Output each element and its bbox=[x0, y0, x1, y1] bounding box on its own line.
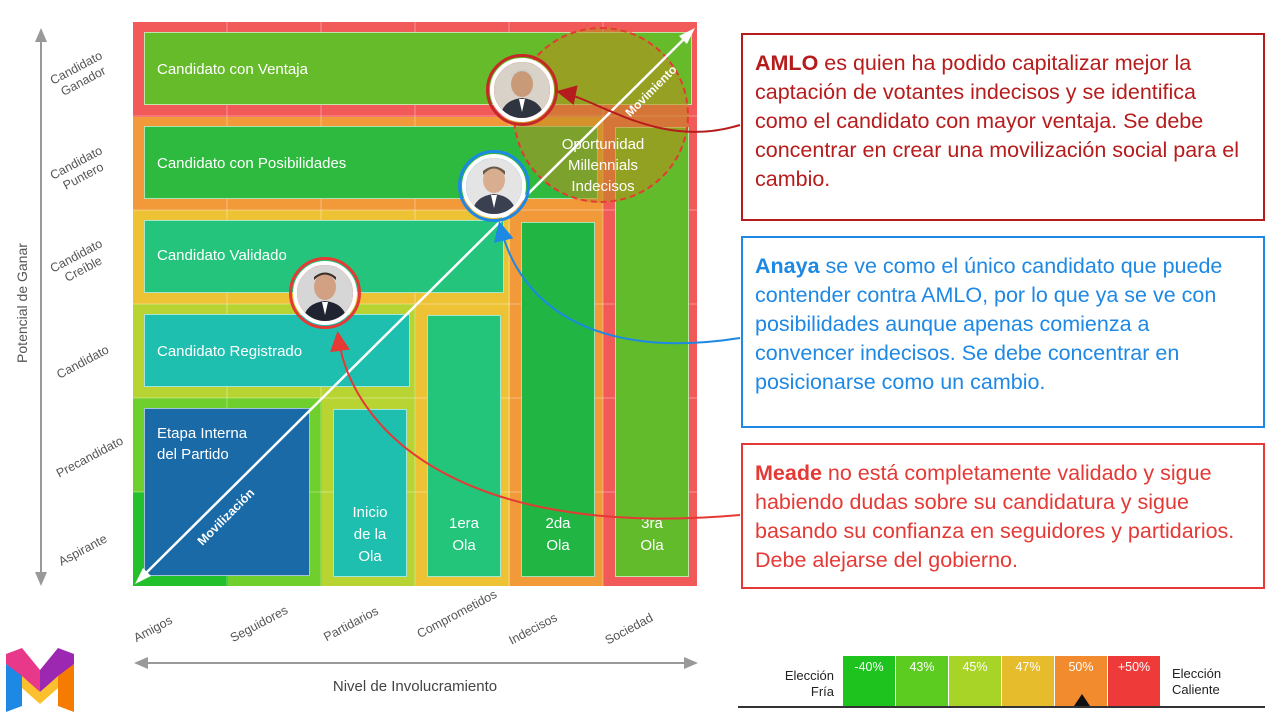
callout-meade: Meade no está completamente validado y s… bbox=[741, 443, 1265, 589]
x-axis-line bbox=[145, 662, 685, 664]
stage-interna-text: Etapa Interna bbox=[157, 425, 248, 442]
callout-amlo-name: AMLO bbox=[755, 51, 819, 75]
y-axis-arrow-up bbox=[35, 28, 47, 42]
x-axis-arrow-right bbox=[684, 657, 698, 669]
anaya-ring bbox=[458, 150, 530, 222]
x-axis-title: Nivel de Involucramiento bbox=[332, 678, 498, 695]
wave-inicio-label: Inicio de la Ola bbox=[334, 502, 406, 568]
wave-2da-label: 2da Ola bbox=[522, 513, 594, 557]
callout-anaya: Anaya se ve como el único candidato que … bbox=[741, 236, 1265, 428]
brand-logo bbox=[6, 648, 74, 712]
anaya-connector bbox=[493, 221, 741, 345]
callout-amlo: AMLO es quien ha podido capitalizar mejo… bbox=[741, 33, 1265, 221]
wave-1era-label: 1era Ola bbox=[428, 513, 500, 557]
opportunity-text: Millennials bbox=[567, 157, 639, 174]
wave-3ra: 3ra Ola bbox=[615, 127, 689, 577]
wave-text: de la bbox=[353, 526, 387, 543]
wave-text: Ola bbox=[546, 537, 570, 554]
wave-text: 2da bbox=[545, 515, 571, 532]
legend-left-label: Elección Fría bbox=[766, 668, 834, 700]
callout-anaya-name: Anaya bbox=[755, 254, 820, 278]
legend-text: Elección bbox=[1172, 666, 1222, 681]
legend-right-label: Elección Caliente bbox=[1172, 666, 1252, 698]
wave-text: 1era bbox=[448, 515, 480, 532]
legend-cell-4: 47% bbox=[1002, 656, 1054, 706]
opportunity-text: Indecisos bbox=[571, 178, 635, 195]
y-axis-line bbox=[40, 40, 42, 580]
legend-text: Caliente bbox=[1172, 682, 1220, 697]
legend-baseline bbox=[738, 706, 1265, 708]
legend-cell-6: +50% bbox=[1108, 656, 1160, 706]
legend-text: Elección bbox=[784, 668, 834, 683]
callout-meade-text: no está completamente validado y sigue h… bbox=[755, 461, 1235, 572]
legend-marker bbox=[1074, 694, 1090, 706]
wave-text: Inicio bbox=[352, 504, 388, 521]
legend-cell-5: 50% bbox=[1055, 656, 1107, 706]
meade-connector bbox=[330, 331, 741, 520]
stage-interna-text: del Partido bbox=[157, 446, 229, 463]
legend-cell-1: -40% bbox=[843, 656, 895, 706]
wave-text: Ola bbox=[452, 537, 476, 554]
stage-validado-label: Candidato Validado bbox=[157, 247, 287, 264]
legend-cell-3: 45% bbox=[949, 656, 1001, 706]
x-axis-arrow-left bbox=[134, 657, 148, 669]
legend-text: Fría bbox=[810, 684, 834, 699]
wave-text: Ola bbox=[640, 537, 664, 554]
wave-inicio: Inicio de la Ola bbox=[333, 409, 407, 577]
stage-posibilidades-label: Candidato con Posibilidades bbox=[157, 155, 347, 172]
meade-ring bbox=[289, 257, 361, 329]
wave-1era: 1era Ola bbox=[427, 315, 501, 577]
diagonal-arrow bbox=[135, 28, 695, 584]
callout-amlo-text: es quien ha podido capitalizar mejor la … bbox=[755, 51, 1239, 191]
callout-anaya-text: se ve como el único candidato que puede … bbox=[755, 254, 1223, 394]
callout-meade-name: Meade bbox=[755, 461, 822, 485]
involvement-matrix: 3ra Ola 2da Ola 1era Ola Inicio de la Ol… bbox=[133, 22, 697, 586]
stage-registrado-label: Candidato Registrado bbox=[157, 343, 303, 360]
y-axis-arrow-down bbox=[35, 572, 47, 586]
stage-interna-label: Etapa Interna del Partido bbox=[157, 423, 247, 465]
stage-ventaja-label: Candidato con Ventaja bbox=[157, 61, 308, 78]
wave-text: Ola bbox=[358, 548, 382, 565]
stage-registrado: Candidato Registrado bbox=[144, 314, 410, 387]
legend-cell-2: 43% bbox=[896, 656, 948, 706]
amlo-connector bbox=[556, 85, 741, 133]
wave-2da: 2da Ola bbox=[521, 222, 595, 577]
